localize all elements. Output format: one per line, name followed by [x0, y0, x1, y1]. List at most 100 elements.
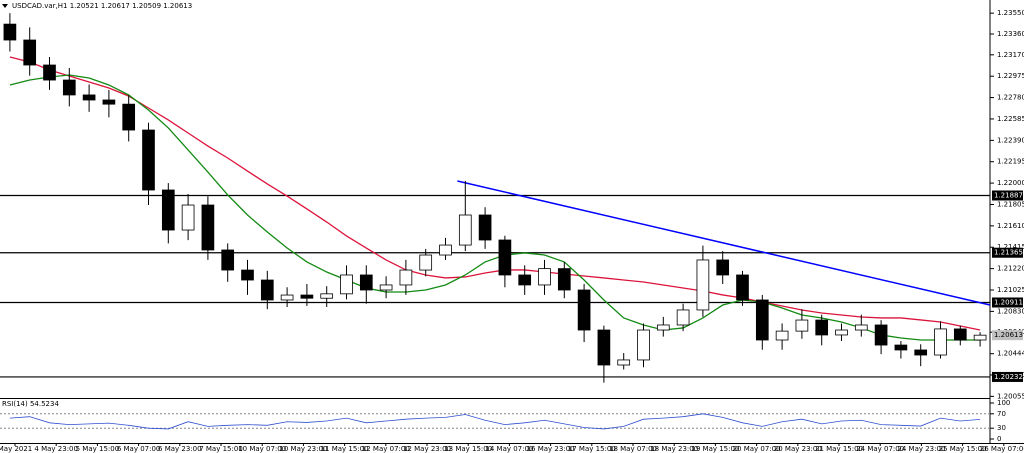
candle-body: [696, 259, 710, 311]
candle-body: [637, 329, 650, 361]
x-tick-label: 20 May 07:00: [733, 445, 781, 453]
x-tick-label: 14 May 07:00: [485, 445, 533, 453]
y-tick-label: 1.21610: [997, 222, 1024, 230]
x-tick-label: 6 May 23:00: [158, 445, 202, 453]
candle-body: [458, 214, 472, 246]
candle-body: [379, 284, 393, 291]
candle-body: [43, 64, 56, 81]
level-label: 1.21887: [994, 191, 1023, 199]
x-tick-label: 11 May 15:00: [321, 445, 369, 453]
candle-body: [973, 334, 987, 341]
candle-body: [161, 189, 175, 231]
x-tick-label: 24 May 23:00: [897, 445, 945, 453]
x-tick-label: 4 May 23:00: [34, 445, 78, 453]
candle-body: [775, 330, 789, 341]
candle-body: [815, 319, 829, 336]
y-tick-label: 1.22585: [997, 115, 1024, 123]
candle-body: [142, 129, 155, 191]
y-tick-label: 1.22975: [997, 72, 1024, 80]
level-tag: [992, 371, 1023, 382]
candle-body: [3, 23, 17, 41]
candle-body: [656, 324, 670, 331]
candle-body: [795, 319, 809, 332]
candle-body: [934, 328, 947, 356]
x-tick-label: 12 May 23:00: [403, 445, 451, 453]
candle-body: [300, 294, 314, 299]
y-tick-label: 1.22000: [997, 179, 1024, 187]
level-tag: [992, 297, 1023, 308]
x-tick-label: 18 May 23:00: [650, 445, 698, 453]
level-label: 1.20232: [994, 373, 1023, 381]
x-tick-label: 10 May 07:00: [238, 445, 286, 453]
candle-body: [597, 329, 611, 366]
x-tick-label: 16 May 23:00: [527, 445, 575, 453]
candle-body: [498, 239, 512, 276]
title-arrow: [2, 4, 8, 8]
candle-body: [478, 214, 492, 241]
level-label: 1.20911: [994, 299, 1023, 307]
candle-body: [439, 244, 452, 256]
y-tick-label: 1.20830: [997, 307, 1024, 315]
candle-body: [399, 269, 413, 286]
candle-body: [835, 329, 848, 336]
x-tick-label: 18 May 07:00: [609, 445, 657, 453]
x-tick-label: 19 May 15:00: [691, 445, 739, 453]
candle-body: [201, 204, 215, 251]
y-tick-label: 1.22390: [997, 136, 1024, 144]
rsi-tick-label: 70: [997, 410, 1006, 418]
candle-body: [617, 359, 631, 366]
candle-body: [716, 259, 730, 276]
candle-body: [577, 289, 591, 331]
x-tick-label: 12 May 07:00: [362, 445, 410, 453]
candle-body: [676, 309, 690, 326]
x-tick-label: 26 May 07:00: [980, 445, 1024, 453]
candle-body: [62, 79, 76, 96]
x-tick-label: 13 May 15:00: [444, 445, 492, 453]
candle-body: [241, 269, 254, 281]
y-tick-label: 1.23360: [997, 30, 1024, 38]
x-tick-label: 7 May 15:00: [199, 445, 243, 453]
candle-body: [953, 328, 967, 341]
current-price-tag: [992, 330, 1023, 341]
x-tick-label: May 2021: [0, 445, 32, 453]
candle-body: [340, 274, 353, 295]
rsi-title: RSI(14) 54.5234: [2, 400, 59, 408]
candle-body: [359, 274, 373, 291]
candle-body: [894, 344, 908, 351]
candle-body: [755, 299, 769, 341]
candle-body: [181, 204, 195, 231]
x-tick-label: 20 May 23:00: [774, 445, 822, 453]
rsi-tick-label: 0: [997, 435, 1001, 443]
trendline: [457, 180, 991, 306]
candle-body: [102, 99, 116, 105]
rsi-tick-label: 30: [997, 424, 1006, 432]
candle-body: [23, 39, 37, 66]
y-tick-label: 1.22195: [997, 158, 1024, 166]
candle-body: [280, 294, 294, 301]
y-tick-label: 1.20444: [997, 350, 1024, 358]
moving-average: [9, 56, 981, 331]
level-tag: [992, 247, 1023, 258]
candle-body: [874, 324, 888, 346]
level-tag: [992, 190, 1023, 201]
x-tick-label: 10 May 23:00: [279, 445, 327, 453]
candle-body: [320, 293, 334, 299]
y-tick-label: 1.20055: [997, 392, 1024, 400]
y-tick-label: 1.22780: [997, 94, 1024, 102]
y-tick-label: 1.21805: [997, 200, 1024, 208]
candle-body: [122, 103, 136, 131]
candle-body: [736, 274, 749, 301]
x-tick-label: 24 May 07:00: [856, 445, 904, 453]
x-tick-label: 21 May 15:00: [815, 445, 863, 453]
candle-body: [419, 254, 433, 271]
x-tick-label: 17 May 15:00: [568, 445, 616, 453]
level-label: 1.21365: [994, 249, 1023, 257]
candle-body: [82, 94, 96, 101]
x-tick-label: 25 May 15:00: [939, 445, 987, 453]
candle-body: [260, 279, 274, 301]
rsi-tick-label: 100: [997, 399, 1010, 407]
y-tick-label: 1.21025: [997, 286, 1024, 294]
y-tick-label: 1.23170: [997, 51, 1024, 59]
